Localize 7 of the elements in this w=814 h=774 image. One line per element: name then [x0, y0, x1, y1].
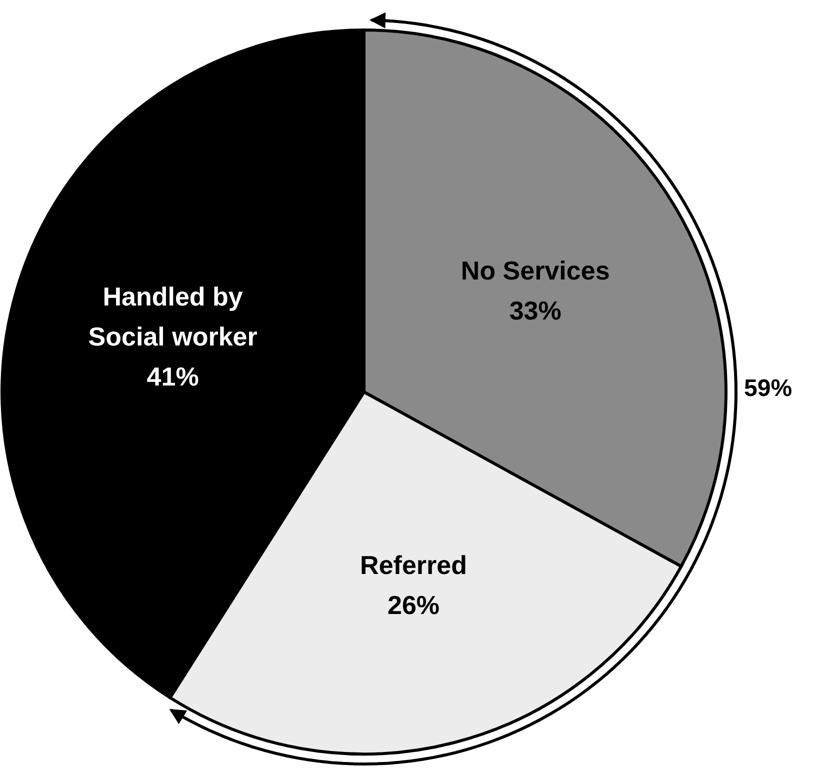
text: 59% [744, 375, 792, 402]
data-label: 26% [387, 590, 440, 620]
slice-label: Handled by Social worker [88, 281, 258, 352]
slice-label: Referred [360, 550, 467, 580]
slice-label: No Services [460, 256, 610, 286]
data-label: 41% [146, 361, 199, 392]
data-label: 33% [509, 296, 562, 326]
